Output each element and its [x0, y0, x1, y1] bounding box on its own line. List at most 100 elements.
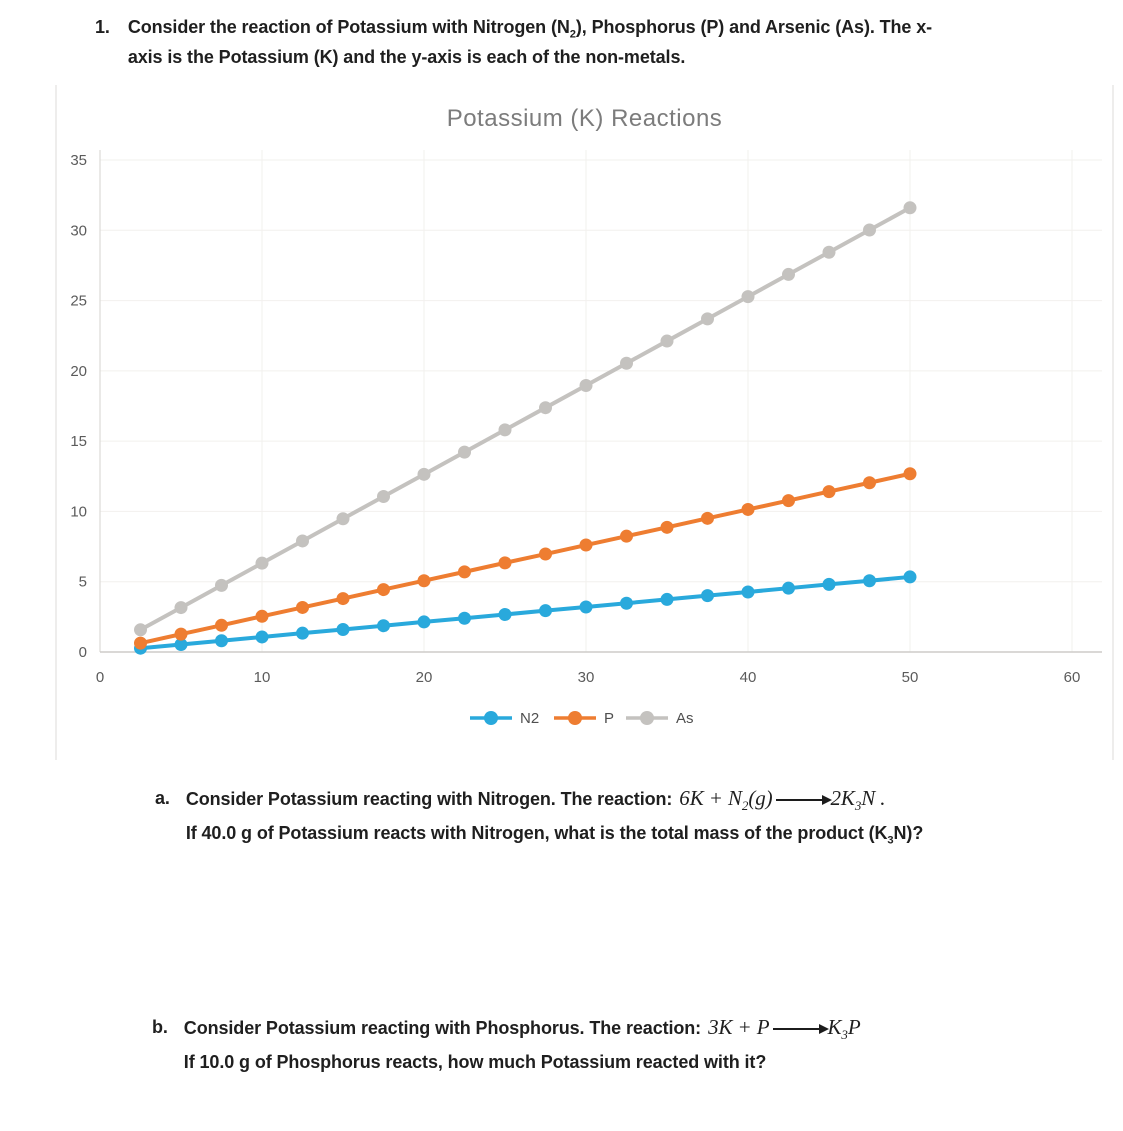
question-b-line2: If 10.0 g of Phosphorus reacts, how much… — [183, 1052, 767, 1072]
reaction-arrow-icon — [772, 1023, 829, 1034]
series-As-point — [782, 267, 795, 281]
question-b: b. Consider Potassium reacting with Phos… — [152, 1010, 1102, 1079]
chart: Potassium (K) Reactions 0 5 10 15 20 25 30 35 0 1… — [55, 85, 1114, 760]
x-axis-tick: 50 — [902, 669, 919, 686]
x-axis-tick: 0 — [96, 669, 104, 686]
question-b-label: b. — [152, 1017, 168, 1037]
series-N2-point — [296, 626, 309, 640]
series-N2-point — [579, 600, 593, 614]
chart-canvas: 0 5 10 15 20 25 30 35 0 10 20 30 40 50 60 N2 P As — [70, 150, 1102, 727]
series-P-line — [140, 471, 911, 646]
series-P-point — [863, 476, 876, 490]
series-N2-point — [620, 596, 633, 610]
series-N2-point — [498, 607, 512, 621]
series-P-point — [458, 565, 471, 579]
series-P-point — [255, 609, 269, 623]
question-a: a. Consider Potassium reacting with Nitr… — [155, 781, 1105, 850]
series-N2-point — [701, 589, 714, 603]
x-axis-tick: 20 — [416, 669, 433, 686]
series-As-line — [139, 206, 911, 632]
legend-label-As: As — [676, 710, 694, 727]
y-axis-tick: 0 — [79, 644, 87, 661]
series-As-point — [741, 290, 755, 304]
series-As-point — [539, 401, 552, 415]
x-axis-tick: 40 — [740, 669, 757, 686]
series-As-point — [458, 445, 471, 459]
series-P-point — [903, 467, 917, 481]
series-As-point — [134, 623, 147, 637]
y-axis-tick: 5 — [79, 574, 87, 591]
y-axis-tick: 20 — [70, 363, 87, 380]
series-As-point — [903, 201, 917, 215]
series-N2-point — [660, 592, 674, 606]
series-As-point — [498, 423, 512, 437]
series-P-point — [377, 583, 390, 597]
series-P-point — [215, 618, 228, 632]
series-P-point — [741, 502, 755, 516]
legend-label-N2: N2 — [520, 710, 539, 727]
series-P-point — [296, 600, 309, 614]
question-a-line1: Consider Potassium reacting with Nitroge… — [186, 781, 1105, 816]
series-P-point — [782, 494, 795, 508]
series-P-point — [579, 538, 593, 552]
question-b-prompt: Consider Potassium reacting with Phospho… — [183, 1018, 702, 1038]
series-P-point — [660, 520, 674, 534]
series-As-point — [255, 556, 269, 570]
question-1-number: 1. — [95, 17, 110, 37]
x-axis-tick: 30 — [578, 669, 595, 686]
question-a-prompt: Consider Potassium reacting with Nitroge… — [185, 789, 673, 809]
series-N2-point — [782, 581, 795, 595]
series-As-point — [579, 378, 593, 392]
question-a-label: a. — [155, 788, 170, 808]
question-a-body: Consider Potassium reacting with Nitroge… — [186, 781, 1105, 850]
legend-label-P: P — [604, 710, 614, 727]
series-As-point — [377, 490, 390, 504]
series-N2-point — [255, 630, 269, 644]
legend-marker-N2 — [484, 711, 498, 725]
y-axis-tick: 30 — [70, 222, 87, 239]
question-b-formula: 3K + P K3P — [708, 1015, 861, 1043]
question-1: 1. Consider the reaction of Potassium wi… — [95, 12, 1105, 72]
series-P-point — [174, 627, 188, 641]
legend-marker-As — [640, 711, 654, 725]
question-a-formula: 6K + N2(g) 2K3N . — [679, 786, 886, 814]
x-axis-tick: 10 — [254, 669, 271, 686]
chart-title: Potassium (K) Reactions — [446, 105, 723, 132]
series-P-point — [417, 574, 431, 588]
question-b-body: Consider Potassium reacting with Phospho… — [184, 1010, 1102, 1079]
series-As-point — [174, 601, 188, 615]
series-As-point — [336, 512, 350, 526]
series-N2-point — [903, 570, 917, 584]
y-axis-tick: 15 — [70, 433, 87, 450]
series-As-point — [701, 312, 714, 326]
series-P-point — [539, 547, 552, 561]
series-As-point — [215, 578, 228, 592]
series-As-point — [620, 356, 633, 370]
series-N2-point — [822, 577, 836, 591]
series-P-point — [701, 511, 714, 525]
question-b-line1: Consider Potassium reacting with Phospho… — [184, 1010, 1102, 1045]
series-As-point — [660, 334, 674, 348]
series-N2-point — [539, 604, 552, 618]
series-N2-point — [215, 634, 228, 648]
question-1-text: Consider the reaction of Potassium with … — [127, 17, 933, 67]
legend-marker-P — [568, 711, 582, 725]
series-N2-point — [458, 611, 471, 625]
y-axis-tick: 10 — [70, 503, 87, 520]
x-axis-tick: 60 — [1064, 669, 1081, 686]
series-P-point — [620, 529, 633, 543]
series-P-point — [498, 556, 512, 570]
series-As-point — [822, 245, 836, 259]
series-P-point — [336, 592, 350, 606]
series-As-point — [417, 467, 431, 481]
series-N2-point — [174, 638, 188, 652]
series-P-point — [134, 636, 147, 650]
series-N2-point — [377, 619, 390, 633]
series-N2-line — [140, 574, 911, 651]
y-axis-tick: 35 — [70, 152, 87, 169]
series-N2-point — [336, 623, 350, 637]
series-As-point — [296, 534, 309, 548]
series-N2-point — [417, 615, 431, 629]
y-axis-tick: 25 — [70, 293, 87, 310]
